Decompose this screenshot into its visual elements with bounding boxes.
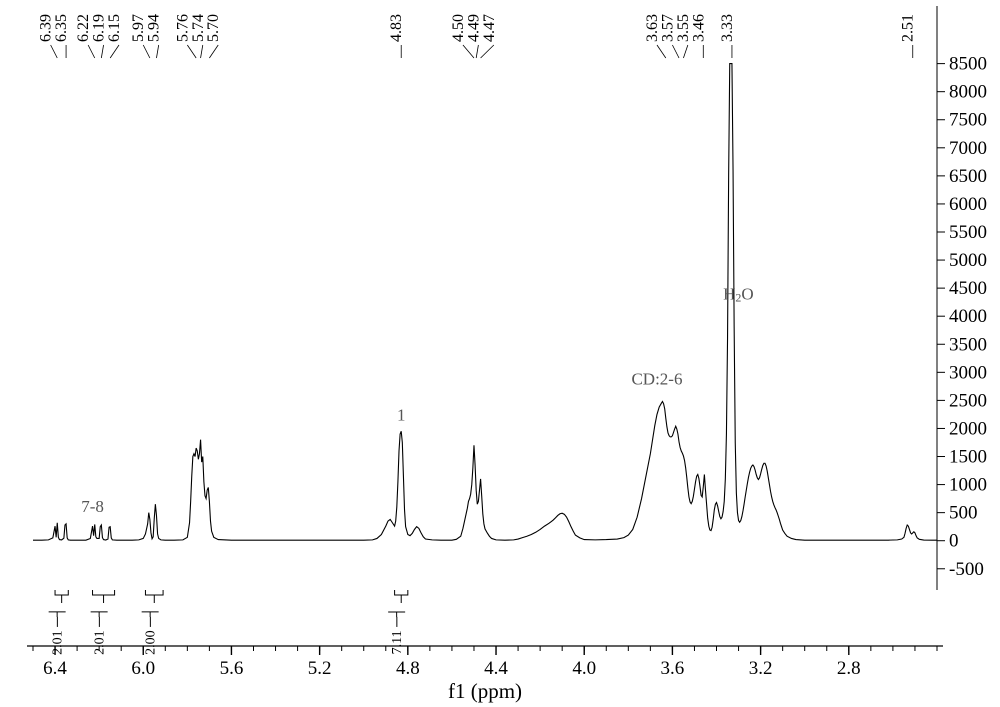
integral-label: 2.00 ─┤ <box>141 607 159 655</box>
peak-drop-line <box>143 45 150 58</box>
peak-drop-line <box>110 45 119 58</box>
peak-label: 2.51 <box>900 14 917 42</box>
peak-drop-line <box>683 45 687 58</box>
peak-label: 3.46 <box>690 14 707 42</box>
y-tick-label: -500 <box>949 559 984 580</box>
x-tick-label: 2.8 <box>837 658 861 679</box>
annotation: CD:2-6 <box>631 370 682 389</box>
peak-drop-line <box>51 45 58 58</box>
peak-drop-line <box>156 45 158 58</box>
integral-bracket <box>145 590 163 595</box>
peak-label: 6.15 <box>106 14 123 42</box>
y-tick-label: 8000 <box>949 82 987 103</box>
peak-label: 5.70 <box>205 14 222 42</box>
y-tick-label: 500 <box>949 503 978 524</box>
x-tick-label: 5.6 <box>220 658 244 679</box>
nmr-spectrum-chart: 8500800075007000650060005500500045004000… <box>0 0 1000 707</box>
peak-drop-line <box>672 45 679 58</box>
y-tick-label: 3000 <box>949 362 987 383</box>
peak-drop-line <box>463 45 474 58</box>
annotation: H2O <box>723 284 754 304</box>
integral-label: 2.01 ─┤ <box>91 607 109 655</box>
spectrum-trace <box>33 64 937 541</box>
peak-drop-line <box>657 45 666 58</box>
integral-label: 2.01 ─┤ <box>49 607 67 655</box>
nmr-svg: 8500800075007000650060005500500045004000… <box>0 0 1000 707</box>
x-tick-label: 3.6 <box>661 658 685 679</box>
peak-label: 4.47 <box>481 14 498 42</box>
peak-label: 5.94 <box>146 14 163 42</box>
y-tick-label: 1000 <box>949 475 987 496</box>
y-tick-label: 4500 <box>949 278 987 299</box>
integral-bracket <box>395 590 408 595</box>
y-tick-label: 3500 <box>949 334 987 355</box>
peak-drop-line <box>209 45 218 58</box>
annotation: 7-8 <box>81 497 104 516</box>
y-tick-label: 7500 <box>949 110 987 131</box>
x-tick-label: 6.4 <box>43 658 67 679</box>
annotation: 1 <box>397 406 406 425</box>
y-tick-label: 2500 <box>949 390 987 411</box>
integral-bracket <box>93 590 115 595</box>
x-tick-label: 3.2 <box>749 658 773 679</box>
x-axis-label: f1 (ppm) <box>448 679 522 703</box>
peak-drop-line <box>481 45 494 58</box>
integral-bracket <box>55 590 68 595</box>
x-tick-label: 4.0 <box>572 658 596 679</box>
y-tick-label: 6500 <box>949 166 987 187</box>
peak-drop-line <box>187 45 196 58</box>
peak-drop-line <box>201 45 203 58</box>
integral-label: 7.11 ─┤ <box>388 607 406 654</box>
x-tick-label: 4.4 <box>484 658 508 679</box>
peak-label: 4.83 <box>388 14 405 42</box>
y-tick-label: 0 <box>949 531 959 552</box>
y-tick-label: 5500 <box>949 222 987 243</box>
peak-label: 3.33 <box>719 14 736 42</box>
y-tick-label: 5000 <box>949 250 987 271</box>
y-tick-label: 8500 <box>949 54 987 75</box>
x-tick-label: 6.0 <box>131 658 155 679</box>
peak-drop-line <box>101 45 103 58</box>
y-tick-label: 6000 <box>949 194 987 215</box>
peak-drop-line <box>88 45 95 58</box>
y-tick-label: 1500 <box>949 447 987 468</box>
x-tick-label: 5.2 <box>308 658 332 679</box>
y-tick-label: 7000 <box>949 138 987 159</box>
peak-drop-line <box>476 45 478 58</box>
peak-label: 6.35 <box>53 14 70 42</box>
y-tick-label: 2000 <box>949 418 987 439</box>
y-tick-label: 4000 <box>949 306 987 327</box>
x-tick-label: 4.8 <box>396 658 420 679</box>
